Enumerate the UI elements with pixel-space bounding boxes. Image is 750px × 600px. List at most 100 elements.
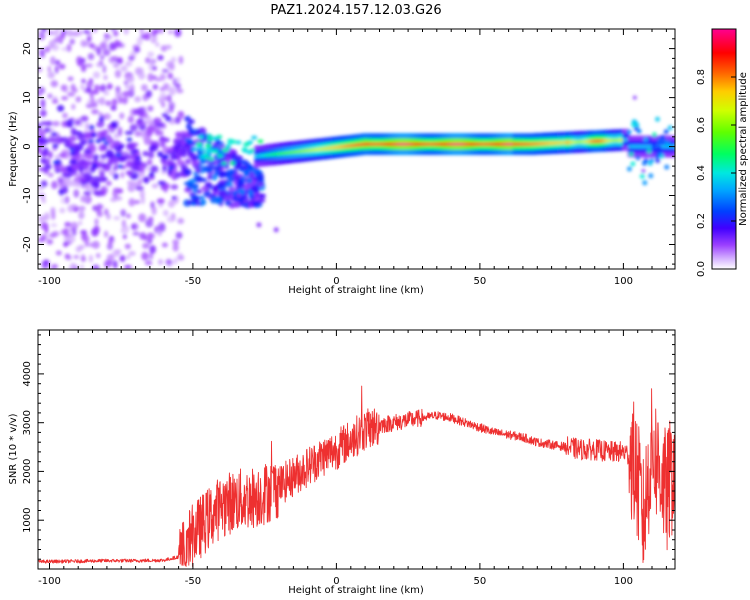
spectrogram-cell	[77, 132, 85, 141]
spectrogram-cell	[181, 149, 187, 158]
spectrogram-cell	[64, 221, 72, 227]
spectrogram-cell	[663, 129, 669, 135]
spectrogram-cell	[195, 131, 201, 137]
spectrogram-cell	[91, 108, 99, 115]
spectrogram-cell	[134, 96, 142, 103]
spectrogram-cell	[99, 170, 105, 179]
spectrogram-cell	[85, 63, 93, 68]
spectrogram-cell	[147, 73, 154, 82]
spectrogram-cell	[40, 192, 46, 201]
spectrogram-cell	[115, 90, 122, 100]
spectrogram-cell	[96, 98, 104, 104]
spectrogram-cell	[175, 231, 183, 240]
spectrogram-cell	[90, 96, 95, 105]
spectrogram-cell	[247, 140, 254, 145]
spectrogram-cell	[248, 193, 255, 199]
spectrogram-cell	[134, 199, 141, 205]
x-tick-label: -100	[38, 576, 61, 587]
spectrogram-cell	[152, 66, 157, 71]
spectrogram-cell	[172, 77, 177, 87]
spectrogram-cell	[91, 264, 100, 269]
spectrogram-cell	[167, 199, 175, 208]
spectrogram-cell	[58, 63, 66, 70]
spectrogram-cell	[102, 64, 107, 74]
spectrogram-cell	[236, 180, 245, 188]
spectrogram-cell	[87, 53, 95, 61]
spectrogram-cell	[148, 171, 155, 178]
spectrogram-cell	[142, 242, 150, 249]
colorbar-tick-label: 0.6	[696, 117, 707, 133]
spectrogram-cell	[252, 200, 261, 205]
spectrogram-cell	[178, 55, 184, 65]
spectrogram-cell	[138, 111, 144, 118]
spectrogram-cell	[191, 147, 198, 152]
spectrogram-cell	[173, 257, 178, 265]
spectrogram-cell	[71, 179, 78, 188]
spectrogram-cell	[188, 119, 195, 125]
spectrogram-cell	[157, 180, 167, 186]
spectrogram-cell	[127, 56, 135, 61]
spectrogram-cell	[129, 124, 138, 132]
spectrogram-cell	[199, 155, 206, 160]
spectrogram-cell	[88, 42, 95, 49]
spectrogram-cell	[141, 130, 147, 139]
spectrogram-cell	[251, 135, 258, 140]
spectrogram-cell	[53, 163, 61, 170]
spectrogram-cell	[82, 172, 92, 180]
spectrogram-cell	[168, 165, 175, 170]
spectrogram-cell	[62, 112, 68, 119]
x-tick-label: -100	[38, 276, 61, 287]
spectrogram-cell	[80, 62, 87, 72]
spectrogram-cell	[250, 185, 257, 193]
spectrogram-cell	[207, 173, 213, 181]
spectrogram-cell	[173, 138, 180, 144]
spectrogram-cell	[120, 228, 126, 234]
spectrogram-cell	[80, 83, 85, 91]
spectrogram-cell	[135, 185, 144, 191]
spectrogram-cell	[125, 170, 134, 176]
spectrogram-cell	[166, 215, 175, 223]
spectrogram-cell	[647, 160, 653, 166]
spectrogram-cell	[149, 252, 154, 260]
spectrogram-cell	[135, 118, 143, 127]
spectrogram-cell	[126, 180, 135, 185]
spectrogram-cell	[128, 198, 136, 207]
x-tick-label: 50	[474, 276, 487, 287]
spectrogram-cell	[145, 57, 151, 64]
spectrogram-cell	[60, 197, 66, 204]
spectrogram-cell	[170, 184, 179, 190]
spectrogram-cell	[105, 100, 112, 107]
spectrogram-cell	[163, 96, 171, 101]
spectrogram-cell	[208, 157, 215, 162]
spectrogram-cell	[205, 148, 212, 153]
spectrogram-cell	[40, 98, 46, 108]
spectrogram-cell	[113, 132, 120, 139]
spectrogram-cell	[60, 136, 69, 143]
spectrogram-cell	[195, 166, 201, 174]
spectrogram-cell	[49, 56, 56, 66]
spectrogram-cell	[133, 47, 141, 53]
spectrogram-cell	[132, 231, 140, 236]
spectrogram-cell	[65, 29, 73, 35]
spectrogram-cell	[88, 139, 95, 144]
spectrogram-cell	[102, 48, 111, 57]
spectrogram-cell	[109, 235, 114, 241]
spectrogram-cell	[172, 148, 181, 153]
spectrogram-cell	[83, 190, 92, 196]
spectrogram-cell	[54, 65, 59, 74]
spectrogram-cell	[168, 101, 176, 110]
spectrogram-cell	[147, 51, 155, 58]
spectrogram-cell	[167, 147, 175, 153]
spectrogram-cell	[162, 154, 169, 159]
spectrogram-cell	[154, 77, 162, 82]
spectrogram-cell	[157, 54, 164, 61]
spectrogram-cell	[91, 240, 100, 249]
spectrogram-cell	[163, 82, 168, 90]
spectrogram-cell	[122, 233, 127, 240]
spectrogram-cell	[168, 86, 176, 96]
spectrogram-y-axis: -20 -10 0 10 20	[22, 28, 675, 265]
spectrogram-cell	[174, 131, 182, 137]
spectrogram-cell	[51, 43, 60, 52]
snr-panel: -100 -50 0 50 100 1000 2000 3000 4000 Height of…	[8, 329, 676, 596]
spectrogram-cell	[140, 162, 148, 169]
